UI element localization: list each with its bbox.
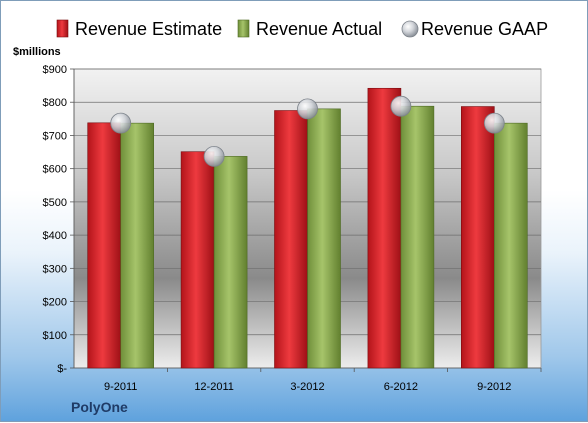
legend-swatch [401,20,419,38]
bar-revenue-actual [493,122,528,369]
legend-swatch [237,19,250,38]
x-category-label: 12-2011 [194,381,234,393]
bars [87,87,528,369]
x-category-label: 9-2012 [477,381,511,393]
marker-revenue-gaap [297,98,318,120]
marker-revenue-gaap [390,95,412,117]
marker-revenue-gaap [483,112,505,134]
legend-swatch [56,19,69,38]
legend-label: Revenue GAAP [421,19,548,39]
bar-revenue-estimate [367,87,402,369]
bar-revenue-actual [400,105,435,369]
bar-revenue-estimate [87,122,121,369]
x-category-label: 3-2012 [290,381,324,393]
x-category-label: 9-2011 [104,381,137,393]
x-axis-labels: 9-2011 12-2011 3-2012 6-2012 9-2012 [104,368,542,393]
company-name: PolyOne [71,399,128,415]
y-tick-label: $200 [43,297,67,309]
x-category-label: 6-2012 [384,381,418,393]
y-axis-ticks: $- $100 $200 $300 $400 $500 $600 $700 $800 $900 [43,64,541,375]
y-tick-label: $700 [43,130,67,142]
y-tick-label: $900 [43,64,67,76]
unit-label: $millions [13,46,61,58]
y-tick-label: $800 [43,97,67,109]
y-tick-label: $600 [43,164,67,176]
y-tick-label: $500 [43,197,67,209]
y-tick-label: $400 [43,230,67,242]
legend-label: Revenue Actual [256,19,382,39]
y-tick-label: $300 [43,263,67,275]
bar-revenue-estimate [460,106,495,369]
marker-revenue-gaap [110,112,132,134]
bar-revenue-actual [120,122,154,369]
bar-revenue-estimate [274,110,308,369]
y-tick-label: $- [57,363,67,375]
y-tick-label: $100 [43,330,67,342]
legend-label: Revenue Estimate [75,19,222,39]
marker-revenue-gaap [203,145,225,167]
bar-revenue-estimate [180,151,215,369]
bar-revenue-actual [307,108,341,369]
bar-revenue-actual [213,156,248,369]
legend: Revenue Estimate Revenue Actual Revenue GA… [56,19,548,39]
